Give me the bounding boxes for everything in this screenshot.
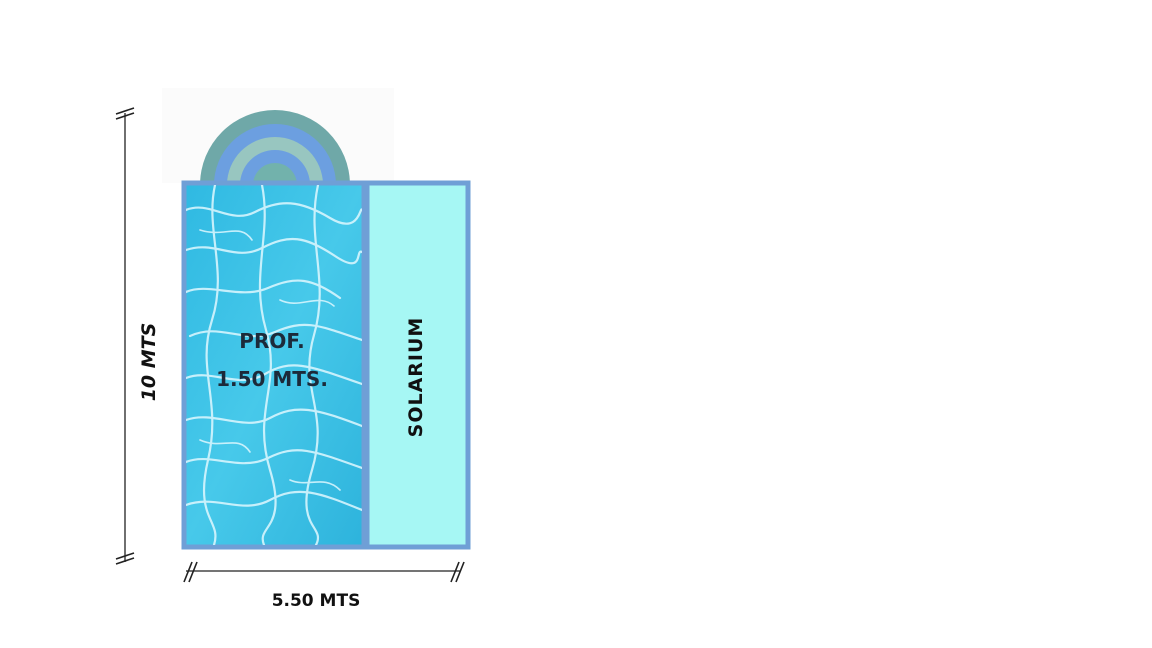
pool-steps (200, 110, 350, 182)
water-caustics (186, 185, 362, 545)
width-dimension-line (183, 561, 465, 583)
solarium-area (364, 180, 471, 550)
width-dimension-label: 5.50 MTS (272, 591, 361, 611)
solarium-label: SOLARIUM (405, 317, 427, 438)
height-dimension-label: 10 MTS (138, 323, 160, 402)
pool-depth-label: PROF. (239, 329, 304, 353)
height-dimension-line (115, 107, 135, 565)
pool-depth-value: 1.50 MTS. (216, 367, 328, 391)
step-ring-5 (253, 163, 297, 182)
